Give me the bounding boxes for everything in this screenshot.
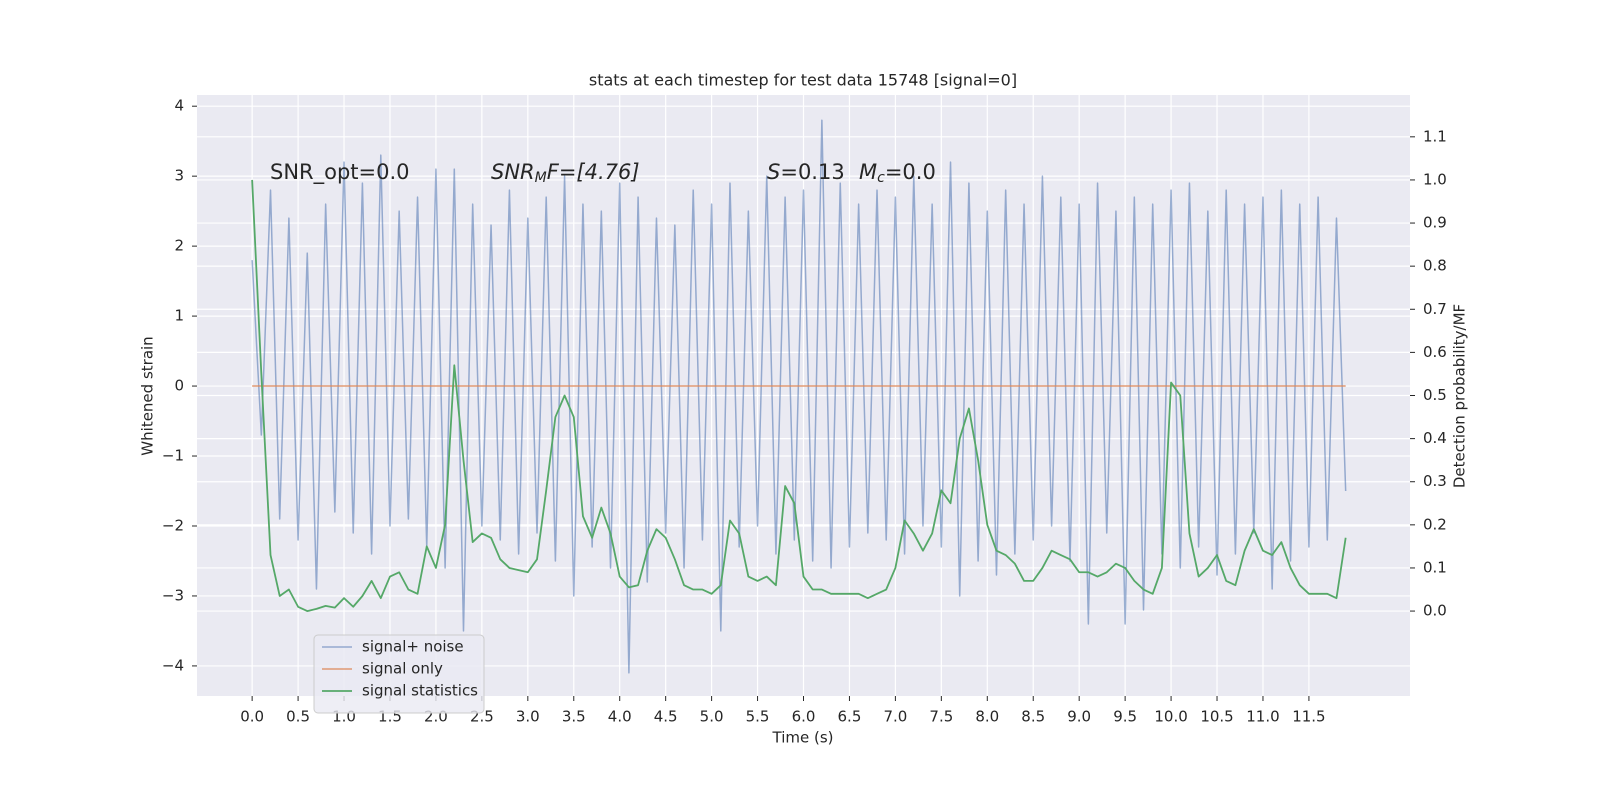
- legend-box: [313, 634, 485, 714]
- series-line: [251, 179, 1347, 612]
- x-axis-label: Time (s): [772, 729, 834, 747]
- y2-tick-label: 0.2: [1423, 515, 1447, 533]
- x-tick-label: 11.0: [1246, 708, 1279, 726]
- legend-label: signal+ noise: [362, 638, 464, 656]
- annotation-part: =0.0: [885, 160, 936, 184]
- x-tick-label: 11.5: [1292, 708, 1325, 726]
- y-tick-label: −4: [162, 656, 184, 674]
- x-tick-label: 5.5: [746, 708, 770, 726]
- y-tick-label: −2: [162, 516, 184, 534]
- y2-tick-label: 1.0: [1423, 170, 1447, 188]
- x-tick-label: 0.5: [286, 708, 310, 726]
- annotation-part: S: [767, 160, 780, 184]
- legend: signal+ noise signal only signal statistic…: [313, 634, 485, 714]
- y-tick-label: 0: [174, 377, 184, 395]
- y2-tick-label: 0.5: [1423, 386, 1447, 404]
- x-tick-label: 4.0: [608, 708, 632, 726]
- annotation-part: SNR_opt=0.0: [270, 160, 410, 185]
- y2-tick-label: 0.6: [1423, 343, 1447, 361]
- x-tick-label: 4.5: [654, 708, 678, 726]
- y2-tick-label: 0.1: [1423, 558, 1447, 576]
- annotation: SNR_opt=0.0: [270, 160, 410, 185]
- x-tick-label: 5.0: [700, 708, 724, 726]
- annotation: Mc=0.0: [859, 160, 936, 186]
- x-tick-label: 10.0: [1154, 708, 1187, 726]
- x-tick-label: 6.5: [838, 708, 862, 726]
- y-tick-label: −1: [162, 447, 184, 465]
- x-tick-label: 9.0: [1067, 708, 1091, 726]
- y2-tick-label: 0.9: [1423, 214, 1447, 232]
- annotation-part: =0.13: [780, 160, 844, 184]
- y-tick-label: 2: [174, 237, 184, 255]
- y-tick-label: 1: [174, 307, 184, 325]
- y2-tick-label: 0.4: [1423, 429, 1447, 447]
- chart-title: stats at each timestep for test data 157…: [589, 71, 1017, 90]
- y-tick-label: 4: [174, 97, 184, 115]
- x-tick-label: 8.0: [975, 708, 999, 726]
- axes: 0.0 0.5 1.0 1.5 2.0 2.5 3.0 3.5 4.0 4.5 5.0 5.5 6.0 6…: [162, 97, 1447, 726]
- y2-tick-label: 0.7: [1423, 300, 1447, 318]
- x-tick-label: 3.5: [562, 708, 586, 726]
- annotation-part: F=[4.76]: [547, 160, 640, 184]
- x-tick-label: 7.0: [883, 708, 907, 726]
- x-tick-label: 8.5: [1021, 708, 1045, 726]
- y2-tick-label: 1.1: [1423, 127, 1447, 145]
- marks: [251, 119, 1347, 674]
- annotation-part: M: [859, 160, 877, 184]
- annotation-part: M: [535, 170, 547, 186]
- x-tick-label: 0.0: [240, 708, 264, 726]
- legend-label: signal statistics: [362, 682, 478, 700]
- y2-axis-label: Detection probability/MF: [1451, 304, 1469, 488]
- x-tick-label: 7.5: [929, 708, 953, 726]
- annotation: S=0.13: [767, 160, 845, 184]
- x-tick-label: 10.5: [1200, 708, 1233, 726]
- y-tick-label: 3: [174, 167, 184, 185]
- annotation-part: SNR: [491, 160, 535, 184]
- series-line: [251, 119, 1347, 674]
- x-tick-label: 6.0: [792, 708, 816, 726]
- x-tick-label: 3.0: [516, 708, 540, 726]
- y2-tick-label: 0.8: [1423, 257, 1447, 275]
- y2-tick-label: 0.3: [1423, 472, 1447, 490]
- annotation: SNRMF=[4.76]: [491, 160, 640, 186]
- x-tick-label: 9.5: [1113, 708, 1137, 726]
- y-axis-label: Whitened strain: [139, 336, 157, 455]
- annotation-part: c: [877, 170, 885, 186]
- legend-label: signal only: [362, 660, 443, 678]
- annotations: SNR_opt=0.0 SNRMF=[4.76] S=0.13 Mc=0.0: [270, 160, 936, 186]
- y2-tick-label: 0.0: [1423, 602, 1447, 620]
- y-tick-label: −3: [162, 586, 184, 604]
